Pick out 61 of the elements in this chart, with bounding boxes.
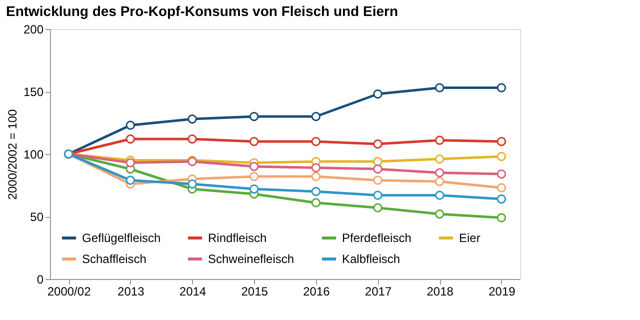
point	[311, 112, 321, 122]
point	[188, 114, 197, 124]
point	[373, 89, 382, 99]
point	[311, 198, 321, 208]
point	[126, 176, 136, 185]
legend-label: Rindfleisch	[208, 231, 267, 245]
point	[373, 190, 382, 200]
point	[188, 179, 197, 189]
legend-label: Schweinefleisch	[208, 252, 294, 266]
point	[373, 139, 382, 149]
point	[249, 172, 259, 182]
legend-label: Pferdefleisch	[342, 231, 412, 245]
point	[496, 152, 506, 162]
point	[311, 163, 321, 172]
point	[496, 183, 506, 192]
point	[434, 83, 444, 92]
point	[126, 120, 136, 130]
x-tick-label: 2013	[118, 284, 145, 298]
y-tick-label: 0	[36, 272, 44, 286]
y-tick-label: 200	[23, 22, 44, 36]
point	[496, 213, 506, 222]
point	[496, 194, 506, 204]
point	[373, 176, 382, 185]
point	[249, 184, 259, 194]
point	[373, 156, 382, 166]
x-tick-label: 2019	[488, 284, 516, 298]
point	[188, 134, 197, 144]
point	[373, 203, 382, 212]
point	[249, 162, 259, 172]
x-tick-label: 2014	[179, 284, 206, 298]
x-tick-label: 2015	[241, 284, 268, 298]
point	[496, 169, 506, 179]
y-tick-label: 150	[23, 85, 44, 99]
point	[496, 83, 506, 92]
legend-label: Eier	[459, 231, 480, 245]
x-tick-label: 2017	[364, 284, 392, 298]
point	[434, 168, 444, 178]
y-axis-title: 2000/2002 = 100	[5, 108, 20, 200]
x-tick-label: 2018	[426, 284, 454, 298]
y-tick-label: 50	[30, 210, 44, 224]
legend-label: Kalbfleisch	[342, 252, 400, 266]
legend-label: Schaffleisch	[82, 252, 146, 266]
point	[496, 136, 506, 146]
chart-title: Entwicklung des Pro-Kopf-Konsums von Fleisch und Eiern	[6, 3, 398, 19]
point	[311, 136, 321, 146]
point	[373, 164, 382, 174]
y-tick-label: 100	[23, 148, 44, 162]
point	[249, 112, 259, 122]
legend-label: Geflügelfleisch	[82, 231, 161, 245]
point	[434, 190, 444, 200]
point	[311, 172, 321, 182]
point	[126, 134, 136, 144]
point	[434, 136, 444, 145]
point	[249, 136, 259, 146]
point	[434, 176, 444, 186]
point	[126, 158, 136, 168]
point	[434, 209, 444, 219]
point	[434, 154, 444, 164]
x-tick-label: 2016	[303, 284, 330, 298]
point	[311, 186, 321, 196]
x-tick-label: 2000/02	[47, 284, 92, 298]
